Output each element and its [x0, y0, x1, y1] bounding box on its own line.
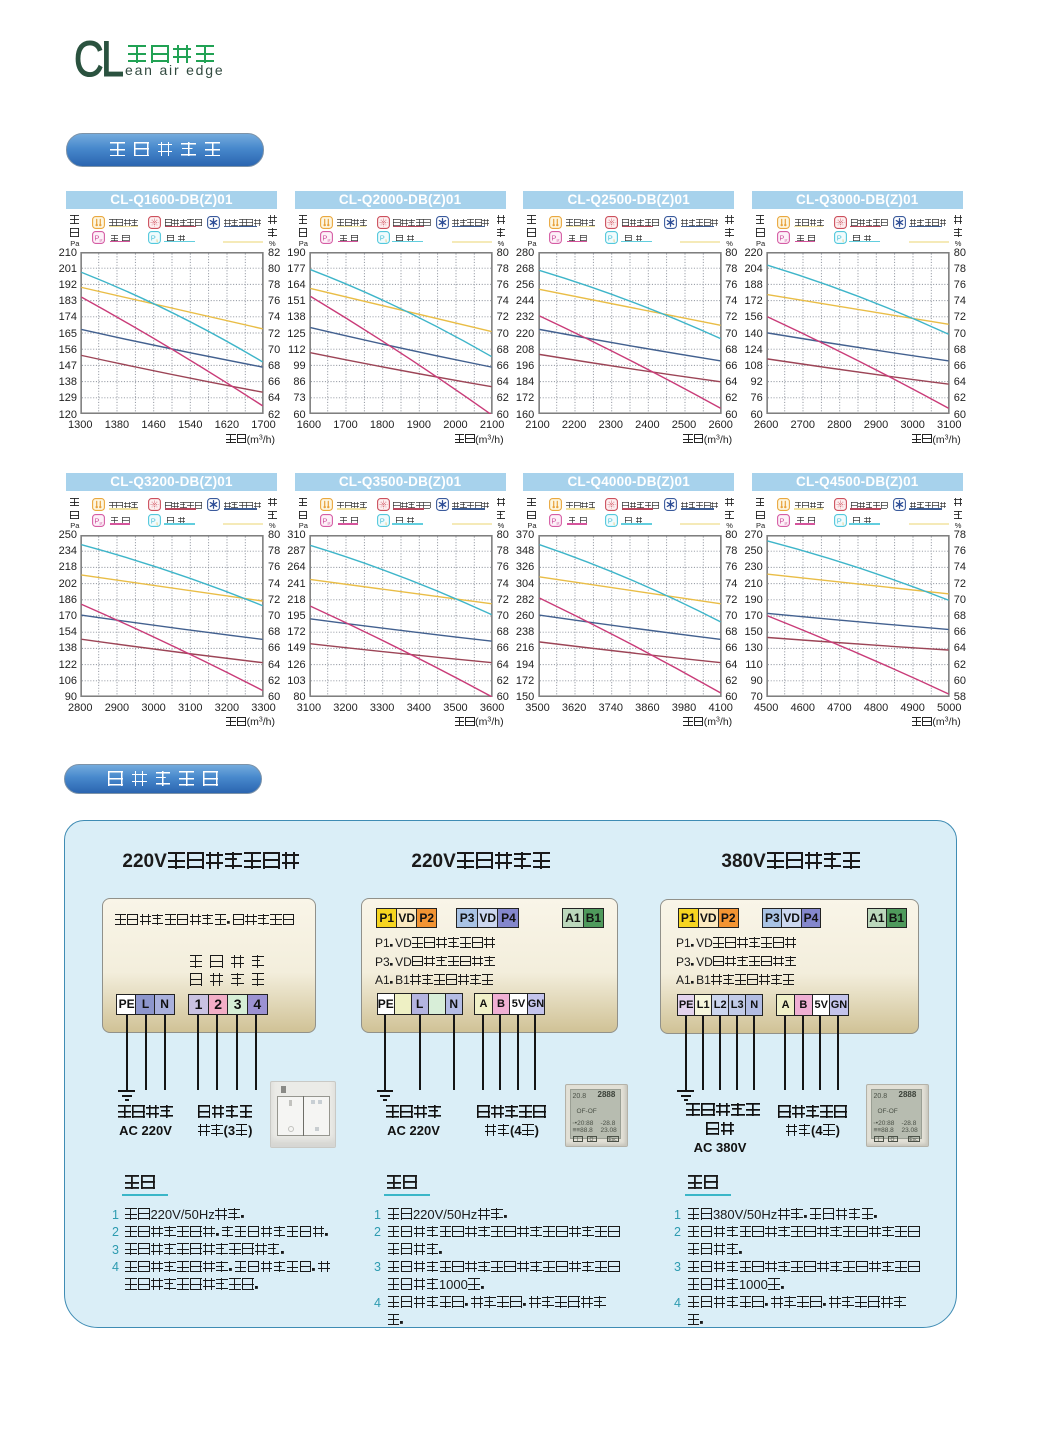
svg-text:st: st — [556, 520, 560, 525]
svg-text:q: q — [156, 238, 158, 243]
svg-text:P: P — [379, 516, 384, 525]
svg-text:st: st — [327, 520, 331, 525]
svg-text:P: P — [780, 516, 785, 525]
svg-text:q: q — [156, 520, 158, 525]
svg-text:st: st — [556, 238, 560, 243]
svg-text:q: q — [384, 520, 386, 525]
svg-text:P: P — [837, 233, 842, 242]
svg-text:q: q — [384, 238, 386, 243]
svg-text:st: st — [785, 238, 789, 243]
svg-text:P: P — [551, 233, 556, 242]
svg-text:q: q — [842, 238, 844, 243]
svg-text:st: st — [99, 520, 103, 525]
svg-text:q: q — [842, 520, 844, 525]
svg-text:P: P — [94, 233, 99, 242]
svg-text:st: st — [99, 238, 103, 243]
svg-text:P: P — [837, 516, 842, 525]
svg-text:st: st — [327, 238, 331, 243]
svg-text:P: P — [780, 233, 785, 242]
svg-text:P: P — [322, 516, 327, 525]
svg-text:P: P — [379, 233, 384, 242]
svg-text:P: P — [608, 516, 613, 525]
svg-text:st: st — [785, 520, 789, 525]
svg-text:P: P — [551, 516, 556, 525]
svg-text:q: q — [613, 520, 615, 525]
svg-text:P: P — [151, 233, 156, 242]
svg-text:P: P — [608, 233, 613, 242]
svg-text:P: P — [322, 233, 327, 242]
svg-text:P: P — [151, 516, 156, 525]
svg-text:q: q — [613, 238, 615, 243]
svg-text:P: P — [94, 516, 99, 525]
